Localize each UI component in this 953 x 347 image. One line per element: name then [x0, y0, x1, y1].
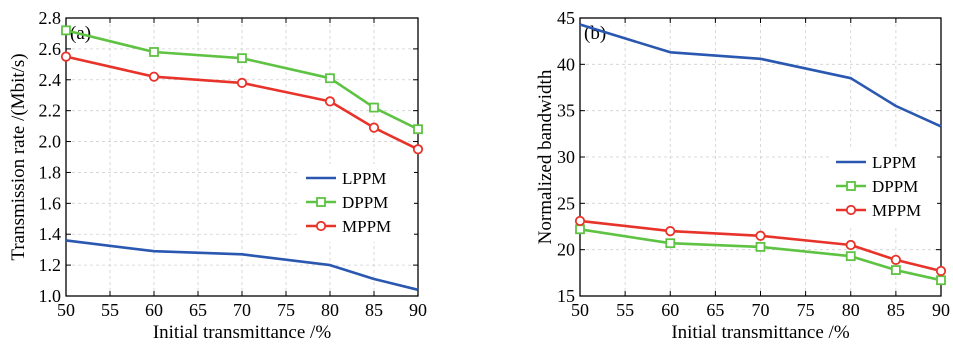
y-tick-label: 2.2	[39, 101, 62, 121]
legend-marker-mppm	[845, 204, 857, 216]
y-tick-label: 2.8	[39, 8, 62, 28]
y-tick-label: 30	[557, 147, 575, 167]
data-point-mppm	[845, 239, 856, 251]
x-tick-label: 80	[842, 300, 860, 320]
y-tick-label: 2.6	[39, 39, 62, 59]
x-tick-label: 70	[233, 300, 251, 320]
y-tick-label: 45	[557, 8, 575, 28]
x-tick-label: 50	[571, 300, 589, 320]
y-axis-label: Normalized bandwidth	[535, 69, 556, 244]
x-tick-label: 55	[616, 300, 634, 320]
x-tick-label: 80	[321, 300, 339, 320]
series-line-dppm	[579, 228, 942, 282]
legend-label-lppm: LPPM	[872, 153, 916, 172]
series-line-mppm	[65, 55, 419, 151]
data-point-dppm	[325, 73, 335, 84]
x-tick-label: 90	[409, 300, 427, 320]
y-tick-label: 2.4	[39, 70, 62, 90]
data-point-mppm	[412, 144, 424, 155]
data-point-dppm	[575, 224, 585, 235]
data-point-dppm	[936, 275, 946, 286]
x-tick-label: 85	[365, 300, 383, 320]
legend: LPPM DPPM MPPM	[300, 164, 414, 242]
x-tick-label: 50	[57, 300, 75, 320]
data-point-dppm	[369, 102, 379, 113]
legend-label-mppm: MPPM	[342, 217, 391, 236]
data-point-dppm	[755, 241, 766, 252]
series-line-mppm	[579, 219, 942, 273]
y-tick-label: 1.2	[39, 255, 62, 275]
y-tick-label: 40	[557, 54, 575, 74]
data-point-dppm	[149, 47, 159, 57]
legend-marker-dppm	[846, 181, 856, 191]
x-tick-label: 55	[101, 300, 119, 320]
legend-marker-dppm	[316, 197, 326, 207]
x-tick-label: 60	[145, 300, 163, 320]
x-tick-label: 75	[797, 300, 815, 320]
x-axis-label: Initial transmittance /%	[671, 322, 850, 343]
data-point-mppm	[324, 96, 336, 107]
x-tick-label: 65	[706, 300, 724, 320]
y-tick-label: 15	[557, 286, 575, 306]
data-point-mppm	[148, 71, 160, 82]
data-point-dppm	[237, 53, 247, 64]
chart-panel-a: 50 55 60 65 70 75 80 85 90 1.0 1.2 1.4 1.6 1.8 2.0 2.2 2…	[8, 8, 427, 343]
y-tick-label: 1.4	[39, 224, 62, 244]
data-point-dppm	[61, 25, 71, 36]
x-tick-label: 60	[661, 300, 679, 320]
data-point-mppm	[60, 51, 72, 62]
y-tick-label: 20	[557, 240, 575, 260]
series-line-dppm	[65, 29, 419, 131]
series-line-lppm	[579, 23, 942, 128]
legend-label-lppm: LPPM	[342, 169, 386, 188]
data-point-dppm	[413, 124, 423, 135]
data-point-mppm	[935, 265, 947, 277]
legend-label-dppm: DPPM	[872, 177, 918, 196]
legend-label-dppm: DPPM	[342, 193, 388, 212]
data-point-dppm	[845, 251, 856, 262]
data-point-mppm	[574, 215, 586, 227]
x-tick-label: 85	[887, 300, 905, 320]
data-point-mppm	[665, 226, 676, 237]
legend: LPPM DPPM MPPM	[830, 148, 937, 226]
data-point-mppm	[890, 254, 901, 265]
legend-label-mppm: MPPM	[872, 201, 921, 220]
data-point-mppm	[368, 122, 380, 133]
x-tick-label: 75	[277, 300, 295, 320]
chart-panel-b: 50 55 60 65 70 75 80 85 90 15 20 25 30 35 40 45 Initial …	[535, 8, 950, 343]
y-tick-label: 1.8	[39, 162, 62, 182]
y-tick-label: 35	[557, 101, 575, 121]
series-line-lppm	[65, 239, 419, 292]
data-point-mppm	[755, 230, 766, 241]
y-axis-label: Transmission rate /(Mbit/s)	[8, 53, 29, 260]
y-tick-label: 1.0	[39, 286, 62, 306]
legend-marker-mppm	[315, 220, 327, 232]
data-point-dppm	[665, 238, 676, 249]
data-point-mppm	[236, 77, 248, 88]
x-axis-label: Initial transmittance /%	[153, 322, 332, 343]
y-tick-label: 2.0	[39, 132, 62, 152]
y-tick-label: 25	[557, 193, 575, 213]
y-tick-label: 1.6	[39, 193, 62, 213]
x-tick-label: 70	[752, 300, 770, 320]
data-point-dppm	[890, 265, 901, 275]
x-tick-label: 65	[189, 300, 207, 320]
x-tick-label: 90	[932, 300, 950, 320]
